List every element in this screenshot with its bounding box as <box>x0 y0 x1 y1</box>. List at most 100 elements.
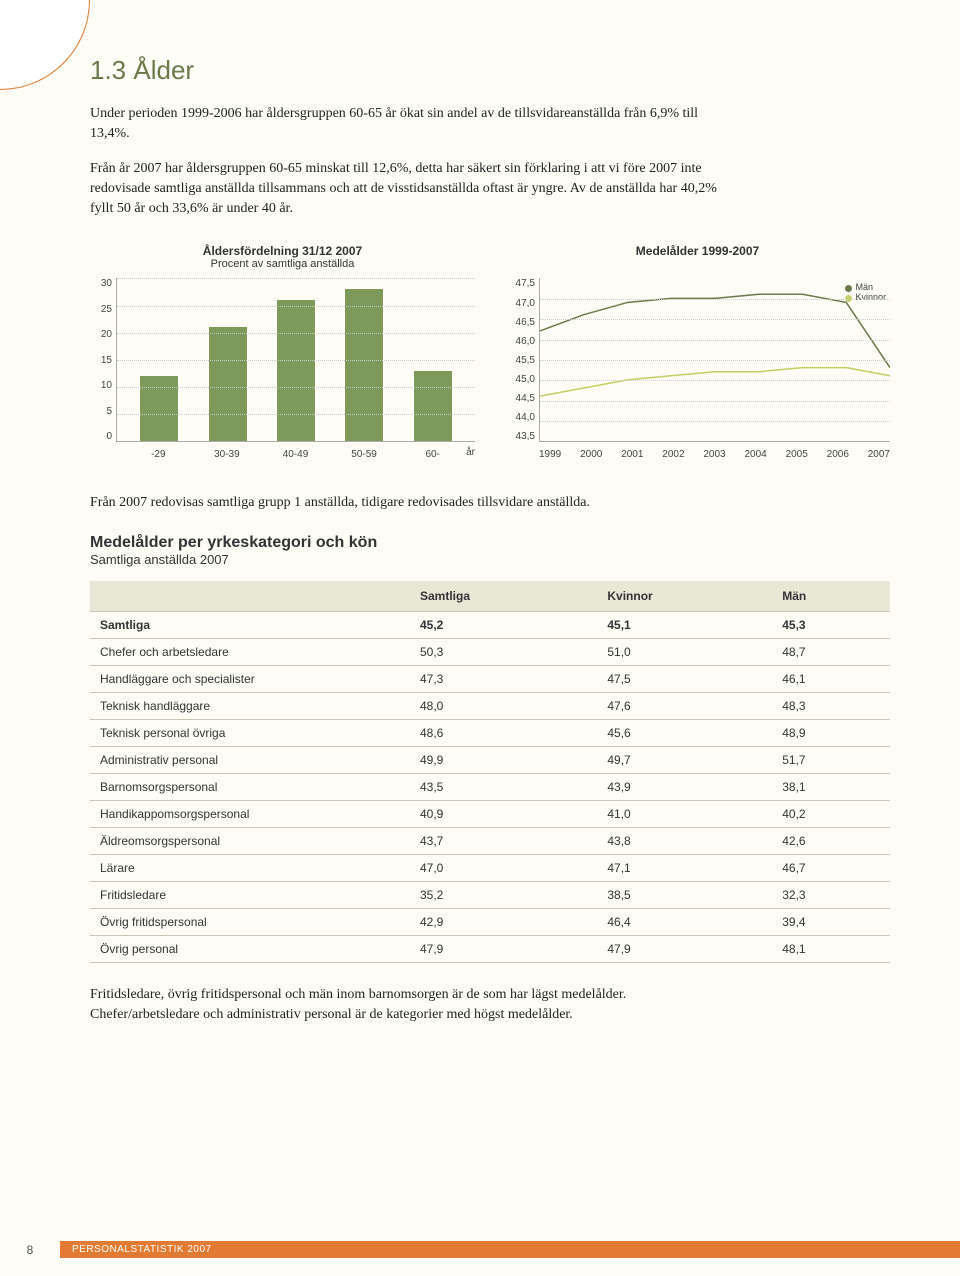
table-cell: 32,3 <box>772 881 890 908</box>
table-col-header <box>90 581 410 612</box>
table-cell: 48,0 <box>410 692 597 719</box>
table-col-header: Män <box>772 581 890 612</box>
table-cell: 45,2 <box>410 611 597 638</box>
bar-ytick: 30 <box>90 278 112 289</box>
bar-xtick: 60- <box>414 449 452 460</box>
table-cell: Handläggare och specialister <box>90 665 410 692</box>
table-cell: 41,0 <box>597 800 772 827</box>
table-header-row: SamtligaKvinnorMän <box>90 581 890 612</box>
table-cell: 47,6 <box>597 692 772 719</box>
bar-chart-xlabels: -2930-3940-4950-5960- <box>116 449 475 460</box>
line-ytick: 44,0 <box>505 412 535 423</box>
line-chart-yaxis: 47,547,046,546,045,545,044,544,043,5 <box>505 278 539 458</box>
table-row: Lärare47,047,146,7 <box>90 854 890 881</box>
table-cell: 38,5 <box>597 881 772 908</box>
footer-label-bar: PERSONALSTATISTIK 2007 <box>60 1241 960 1258</box>
table-cell: Samtliga <box>90 611 410 638</box>
table-row: Övrig fritidspersonal42,946,439,4 <box>90 908 890 935</box>
table-cell: Övrig personal <box>90 935 410 962</box>
table-cell: 45,3 <box>772 611 890 638</box>
line-xtick: 2005 <box>786 449 808 460</box>
line-chart-xlabels: 199920002001200220032004200520062007 <box>539 449 890 460</box>
table-row: Administrativ personal49,949,751,7 <box>90 746 890 773</box>
table-cell: 47,3 <box>410 665 597 692</box>
table-cell: 47,0 <box>410 854 597 881</box>
line-chart-subtitle <box>505 258 890 270</box>
table-row: Äldreomsorgspersonal43,743,842,6 <box>90 827 890 854</box>
table-cell: 51,7 <box>772 746 890 773</box>
line-ytick: 47,0 <box>505 298 535 309</box>
table-cell: 46,7 <box>772 854 890 881</box>
bar-60- <box>414 371 452 442</box>
table-cell: Övrig fritidspersonal <box>90 908 410 935</box>
line-series-Män <box>540 295 890 368</box>
line-ytick: 47,5 <box>505 278 535 289</box>
bar-50-59 <box>345 289 383 441</box>
table-cell: 42,9 <box>410 908 597 935</box>
age-table: SamtligaKvinnorMän Samtliga45,245,145,3C… <box>90 581 890 963</box>
table-cell: 35,2 <box>410 881 597 908</box>
mid-paragraph: Från 2007 redovisas samtliga grupp 1 ans… <box>90 493 730 513</box>
line-xtick: 2007 <box>868 449 890 460</box>
line-xtick: 2004 <box>744 449 766 460</box>
charts-row: Åldersfördelning 31/12 2007 Procent av s… <box>90 244 890 458</box>
table-row: Chefer och arbetsledare50,351,048,7 <box>90 638 890 665</box>
table-body: Samtliga45,245,145,3Chefer och arbetsled… <box>90 611 890 962</box>
table-cell: 49,7 <box>597 746 772 773</box>
table-cell: 43,9 <box>597 773 772 800</box>
table-cell: 47,5 <box>597 665 772 692</box>
line-ytick: 46,0 <box>505 336 535 347</box>
table-cell: 43,5 <box>410 773 597 800</box>
bar-ytick: 25 <box>90 304 112 315</box>
closing-paragraph: Fritidsledare, övrig fritidspersonal och… <box>90 985 730 1026</box>
table-row: Teknisk handläggare48,047,648,3 <box>90 692 890 719</box>
table-cell: Chefer och arbetsledare <box>90 638 410 665</box>
table-row: Handläggare och specialister47,347,546,1 <box>90 665 890 692</box>
bar--29 <box>140 376 178 441</box>
bar-chart-title: Åldersfördelning 31/12 2007 <box>90 244 475 258</box>
table-row: Handikappomsorgspersonal40,941,040,2 <box>90 800 890 827</box>
line-xtick: 2000 <box>580 449 602 460</box>
table-cell: 48,6 <box>410 719 597 746</box>
table-cell: Äldreomsorgspersonal <box>90 827 410 854</box>
line-chart: Medelålder 1999-2007 47,547,046,546,045,… <box>505 244 890 458</box>
table-cell: 38,1 <box>772 773 890 800</box>
table-cell: 48,1 <box>772 935 890 962</box>
intro-paragraph-1: Under perioden 1999-2006 har åldersgrupp… <box>90 104 730 145</box>
table-cell: Administrativ personal <box>90 746 410 773</box>
table-cell: 42,6 <box>772 827 890 854</box>
table-cell: 48,7 <box>772 638 890 665</box>
table-title: Medelålder per yrkeskategori och kön <box>90 534 890 552</box>
table-cell: 43,8 <box>597 827 772 854</box>
bar-ytick: 0 <box>90 431 112 442</box>
bar-40-49 <box>277 300 315 441</box>
bar-ytick: 5 <box>90 406 112 417</box>
bar-ytick: 10 <box>90 380 112 391</box>
table-cell: Fritidsledare <box>90 881 410 908</box>
table-col-header: Samtliga <box>410 581 597 612</box>
section-title: 1.3 Ålder <box>90 55 890 86</box>
line-xtick: 2006 <box>827 449 849 460</box>
line-ytick: 45,0 <box>505 374 535 385</box>
table-cell: 43,7 <box>410 827 597 854</box>
table-row: Barnomsorgspersonal43,543,938,1 <box>90 773 890 800</box>
bar-chart-subtitle: Procent av samtliga anställda <box>90 258 475 270</box>
table-cell: Teknisk handläggare <box>90 692 410 719</box>
table-cell: 47,9 <box>597 935 772 962</box>
table-cell: 48,9 <box>772 719 890 746</box>
table-cell: Barnomsorgspersonal <box>90 773 410 800</box>
bar-chart-yaxis: 302520151050 <box>90 278 116 458</box>
bar-chart-xunit: år <box>466 447 475 458</box>
table-cell: Teknisk personal övriga <box>90 719 410 746</box>
table-row: Fritidsledare35,238,532,3 <box>90 881 890 908</box>
page-number: 8 <box>0 1243 60 1257</box>
table-cell: 40,9 <box>410 800 597 827</box>
table-col-header: Kvinnor <box>597 581 772 612</box>
bar-xtick: 30-39 <box>208 449 246 460</box>
table-row: Teknisk personal övriga48,645,648,9 <box>90 719 890 746</box>
table-cell: 45,6 <box>597 719 772 746</box>
page-footer: 8 PERSONALSTATISTIK 2007 <box>0 1241 960 1258</box>
table-row: Övrig personal47,947,948,1 <box>90 935 890 962</box>
table-cell: 39,4 <box>772 908 890 935</box>
table-cell: 47,9 <box>410 935 597 962</box>
